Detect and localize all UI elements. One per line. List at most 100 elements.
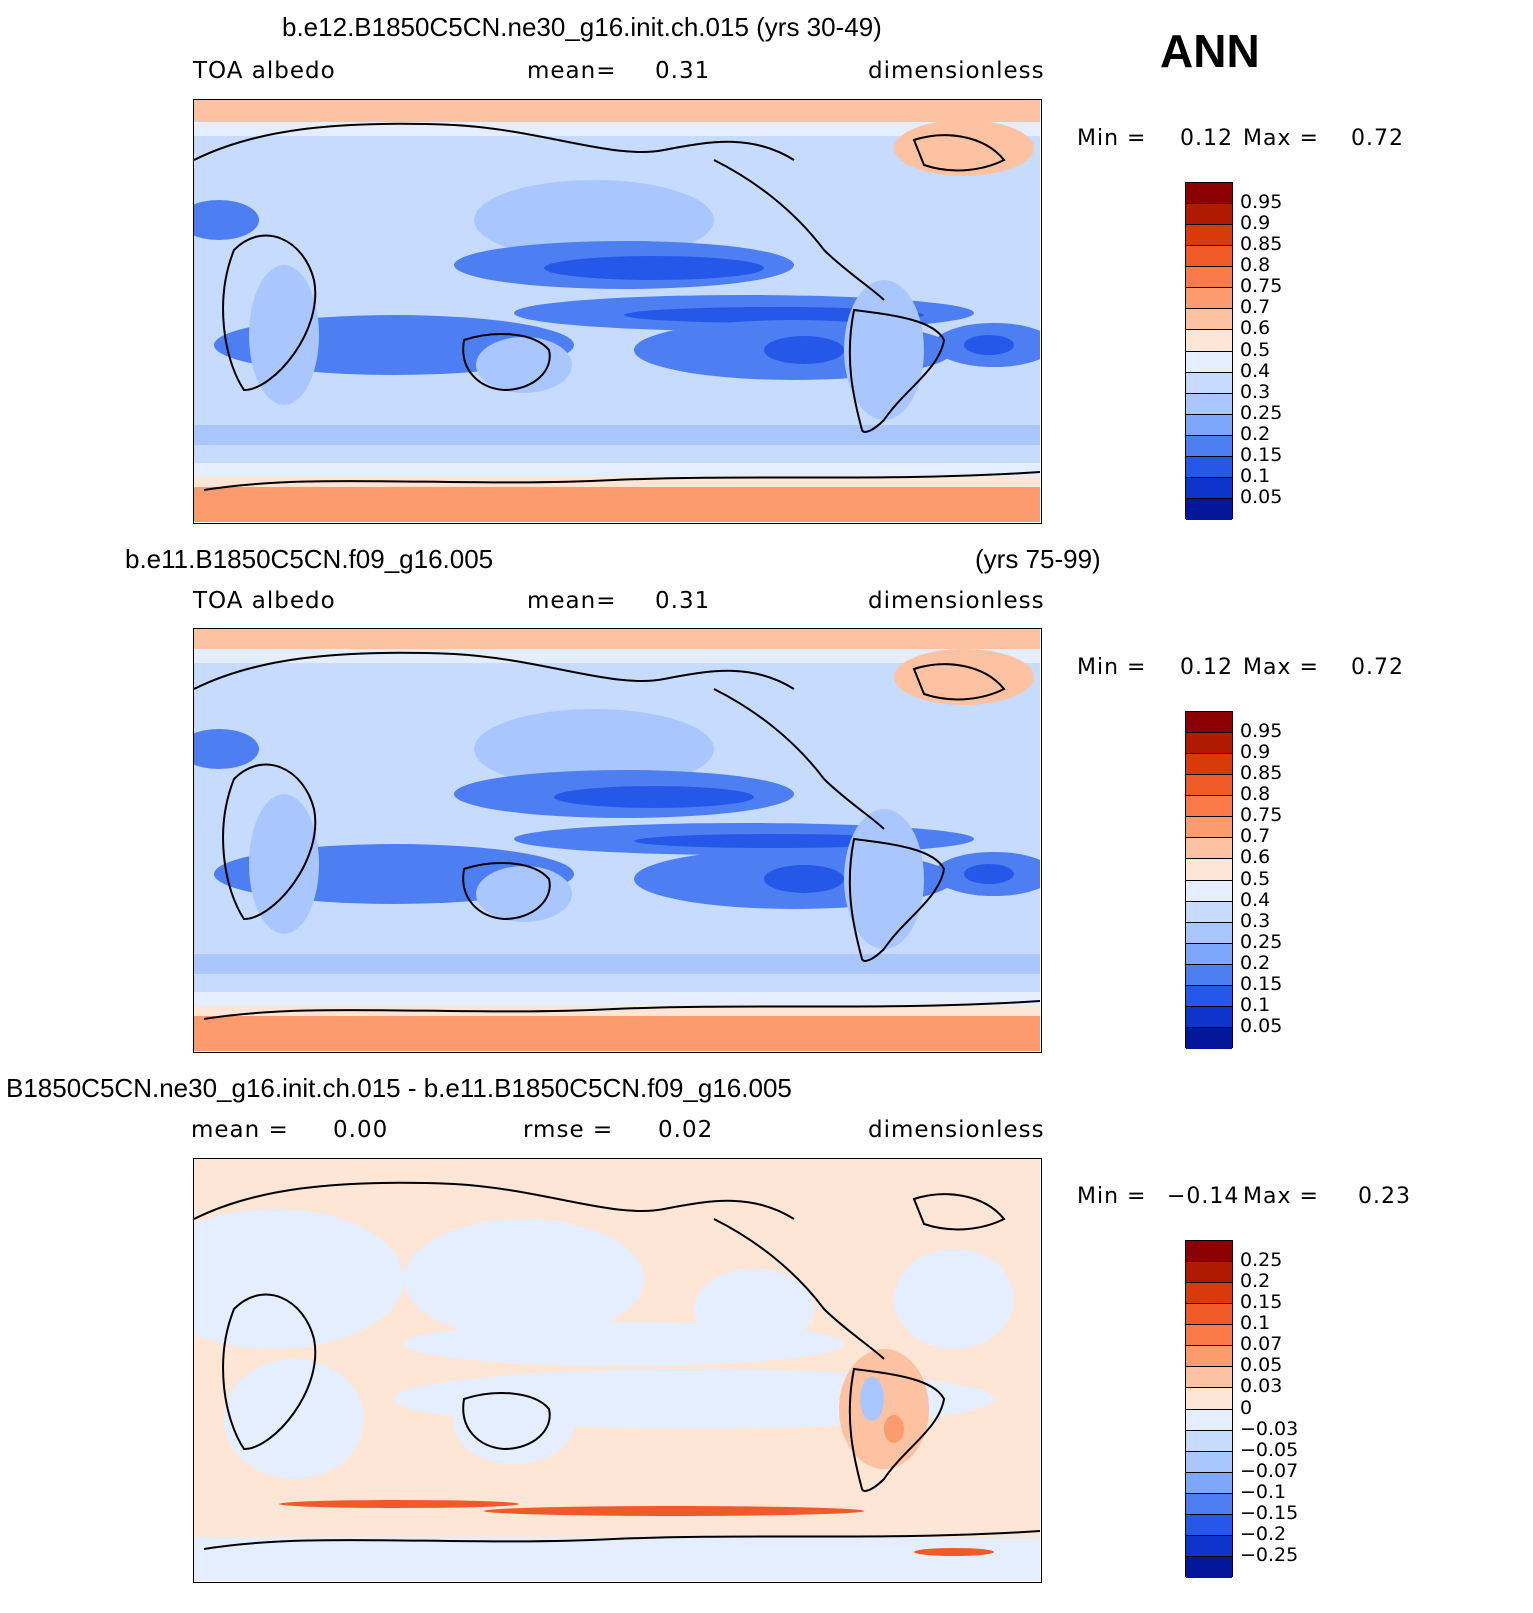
colorbar-level-label: 0.05 [1240, 485, 1283, 508]
colorbar-swatch [1186, 754, 1232, 776]
colorbar-swatch [1186, 225, 1232, 247]
colorbar-swatch [1186, 1388, 1232, 1410]
panel1-mean-label: mean= [527, 58, 617, 84]
colorbar-swatch [1186, 880, 1232, 902]
colorbar-swatch [1186, 775, 1232, 797]
panel1-max-value: 0.72 [1351, 126, 1404, 151]
colorbar-swatch [1186, 859, 1232, 881]
colorbar-swatch [1186, 288, 1232, 310]
colorbar-level-label: 0.2 [1240, 422, 1271, 445]
colorbar-level-label: 0.4 [1240, 359, 1271, 382]
colorbar-swatch [1186, 712, 1232, 734]
panel2-mean-label: mean= [527, 588, 617, 614]
colorbar-level-label: 0.25 [1240, 1249, 1283, 1272]
colorbar-level-label: 0.95 [1240, 191, 1283, 214]
colorbar-level-label: 0.25 [1240, 401, 1283, 424]
colorbar-level-label: −0.25 [1240, 1543, 1299, 1566]
colorbar-swatch [1186, 1451, 1232, 1473]
colorbar-swatch [1186, 1346, 1232, 1368]
panel2-mean-value: 0.31 [655, 588, 711, 614]
colorbar-level-label: 0.1 [1240, 1312, 1271, 1335]
panel3-min-label: Min = [1077, 1184, 1147, 1209]
panel3-max-label: Max = [1243, 1184, 1319, 1209]
panel1-colorbar [1185, 182, 1233, 520]
colorbar-swatch [1186, 1027, 1232, 1049]
panel2-min-value: 0.12 [1180, 655, 1233, 680]
colorbar-swatch [1186, 309, 1232, 331]
colorbar-swatch [1186, 393, 1232, 415]
panel3-rmse-value: 0.02 [658, 1117, 714, 1143]
panel1-max-label: Max = [1243, 126, 1319, 151]
panel2-max-label: Max = [1243, 655, 1319, 680]
colorbar-level-label: 0.8 [1240, 783, 1271, 806]
panel3-mean-value: 0.00 [333, 1117, 389, 1143]
panel1-map [193, 99, 1042, 524]
colorbar-level-label: 0.85 [1240, 233, 1283, 256]
colorbar-level-label: 0.85 [1240, 762, 1283, 785]
colorbar-level-label: 0.1 [1240, 464, 1271, 487]
colorbar-swatch [1186, 1430, 1232, 1452]
panel2-map-field [194, 629, 1040, 1051]
colorbar-level-label: 0.6 [1240, 317, 1271, 340]
colorbar-level-label: 0.15 [1240, 972, 1283, 995]
colorbar-level-label: 0.03 [1240, 1375, 1283, 1398]
colorbar-level-label: 0.7 [1240, 825, 1271, 848]
season-label: ANN [1160, 25, 1260, 77]
panel1-title: b.e12.B1850C5CN.ne30_g16.init.ch.015 (yr… [282, 12, 882, 42]
panel1-variable-label: TOA albedo [193, 58, 336, 84]
colorbar-level-label: 0.15 [1240, 443, 1283, 466]
colorbar-swatch [1186, 1262, 1232, 1284]
colorbar-level-label: −0.2 [1240, 1522, 1287, 1545]
panel2-years: (yrs 75-99) [975, 544, 1101, 574]
panel1-unit: dimensionless [868, 58, 1045, 84]
colorbar-level-label: 0.75 [1240, 275, 1283, 298]
colorbar-level-label: −0.05 [1240, 1438, 1299, 1461]
colorbar-level-label: 0.07 [1240, 1333, 1283, 1356]
colorbar-swatch [1186, 985, 1232, 1007]
colorbar-level-label: 0.2 [1240, 951, 1271, 974]
colorbar-level-label: 0.2 [1240, 1270, 1271, 1293]
panel3-unit: dimensionless [868, 1117, 1045, 1143]
colorbar-level-label: 0 [1240, 1396, 1253, 1419]
colorbar-level-label: 0.3 [1240, 909, 1271, 932]
panel2-map [193, 628, 1042, 1053]
panel2-min-label: Min = [1077, 655, 1147, 680]
colorbar-swatch [1186, 796, 1232, 818]
colorbar-swatch [1186, 943, 1232, 965]
colorbar-swatch [1186, 922, 1232, 944]
panel3-min-value: −0.14 [1167, 1184, 1240, 1209]
colorbar-level-label: 0.4 [1240, 888, 1271, 911]
colorbar-swatch [1186, 477, 1232, 499]
colorbar-swatch [1186, 435, 1232, 457]
colorbar-swatch [1186, 267, 1232, 289]
colorbar-swatch [1186, 1556, 1232, 1578]
colorbar-level-label: −0.03 [1240, 1417, 1299, 1440]
colorbar-swatch [1186, 817, 1232, 839]
colorbar-swatch [1186, 372, 1232, 394]
colorbar-level-label: 0.8 [1240, 254, 1271, 277]
panel2-max-value: 0.72 [1351, 655, 1404, 680]
colorbar-swatch [1186, 901, 1232, 923]
colorbar-swatch [1186, 498, 1232, 520]
colorbar-level-label: 0.6 [1240, 846, 1271, 869]
colorbar-level-label: −0.15 [1240, 1501, 1299, 1524]
colorbar-swatch [1186, 1472, 1232, 1494]
colorbar-level-label: 0.9 [1240, 741, 1271, 764]
colorbar-swatch [1186, 838, 1232, 860]
colorbar-swatch [1186, 1367, 1232, 1389]
colorbar-level-label: 0.15 [1240, 1291, 1283, 1314]
panel3-title: B1850C5CN.ne30_g16.init.ch.015 - b.e11.B… [6, 1073, 792, 1103]
colorbar-swatch [1186, 456, 1232, 478]
colorbar-swatch [1186, 1493, 1232, 1515]
colorbar-swatch [1186, 351, 1232, 373]
panel1-map-field [194, 100, 1040, 522]
colorbar-level-label: 0.75 [1240, 804, 1283, 827]
colorbar-level-label: 0.1 [1240, 993, 1271, 1016]
colorbar-swatch [1186, 1006, 1232, 1028]
panel2-variable-label: TOA albedo [193, 588, 336, 614]
panel1-min-label: Min = [1077, 126, 1147, 151]
colorbar-level-label: −0.07 [1240, 1459, 1299, 1482]
panel3-map [193, 1158, 1042, 1583]
panel2-unit: dimensionless [868, 588, 1045, 614]
panel3-mean-label: mean = [191, 1117, 289, 1143]
